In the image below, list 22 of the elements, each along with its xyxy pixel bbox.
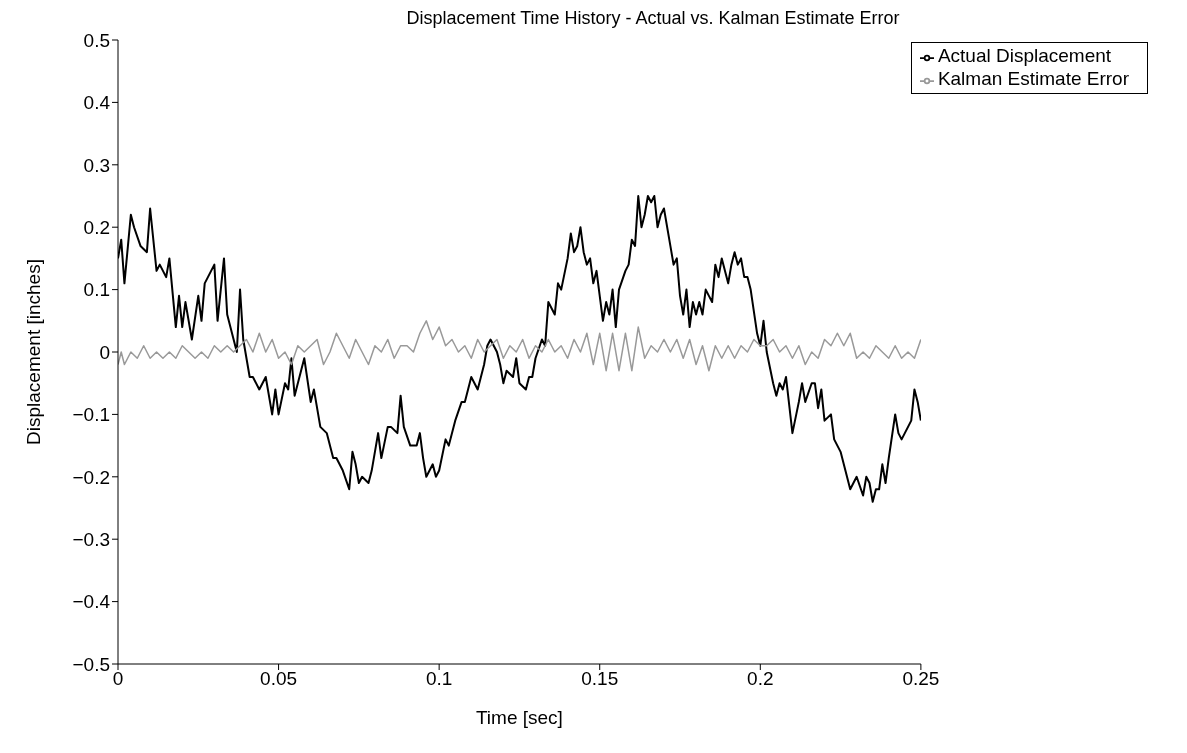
y-tick-label: −0.3 — [72, 528, 110, 550]
x-tick-label: 0.15 — [581, 668, 619, 690]
y-tick-label: 0.1 — [83, 279, 110, 301]
y-tick-label: 0 — [99, 341, 110, 363]
y-tick-label: 0.5 — [83, 29, 110, 51]
x-tick-label: 0.1 — [425, 668, 453, 690]
x-tick-label: 0.25 — [902, 668, 940, 690]
legend-label: Kalman Estimate Error — [937, 68, 1129, 89]
y-tick-label: −0.2 — [72, 466, 110, 488]
y-axis-title: Displacement [inches] — [22, 259, 44, 445]
legend-label: Actual Displacement — [937, 45, 1112, 66]
x-tick-label: 0.2 — [747, 668, 774, 690]
y-tick-label: 0.2 — [83, 216, 110, 238]
y-tick-label: −0.4 — [72, 591, 111, 613]
y-tick-label: 0.4 — [83, 92, 111, 114]
x-axis-title: Time [sec] — [475, 707, 563, 728]
chart-title: Displacement Time History - Actual vs. Kalman Estimate Error — [406, 8, 900, 28]
y-tick-label: −0.1 — [72, 404, 110, 426]
x-tick-label: 0.05 — [260, 668, 298, 690]
y-tick-label: −0.5 — [72, 653, 110, 675]
y-tick-label: 0.3 — [83, 154, 110, 176]
line-series — [118, 320, 921, 372]
